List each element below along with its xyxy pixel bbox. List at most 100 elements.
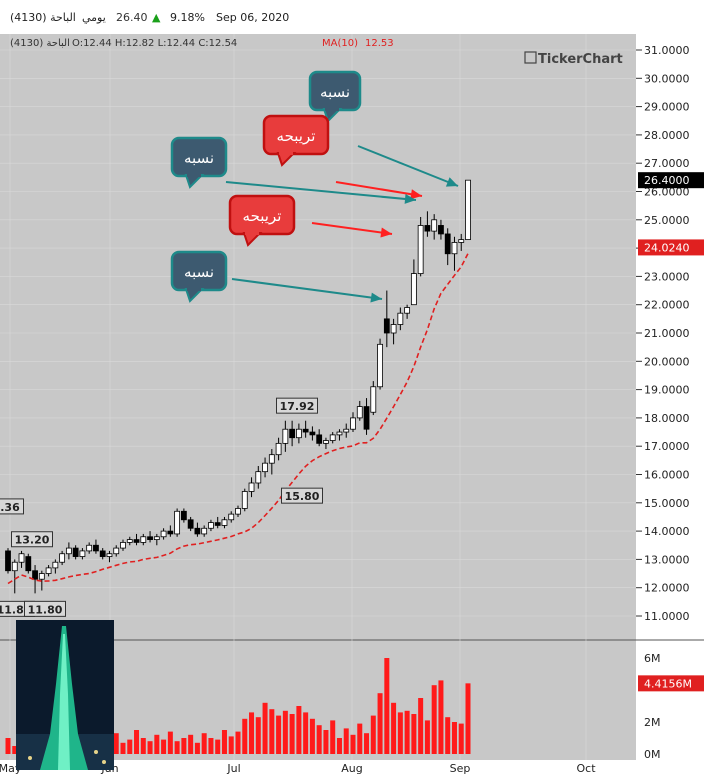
legend-ma-value: 12.53 [365,38,394,49]
callout-bubble-label: نسبه [184,149,214,167]
candle-body [417,225,424,274]
annotation-box [281,487,323,504]
volume-bar [127,739,133,754]
candle-body [377,343,383,388]
candle-body [424,225,431,232]
callout-arrow-head [445,177,458,187]
volume-bar [276,715,282,754]
candle-body [431,219,438,232]
candle-body [65,547,72,555]
x-tick-label: Jul [226,762,240,775]
header-date: Sep 06, 2020 [216,11,290,24]
price-axis-panel [636,34,704,776]
candle-body [228,513,235,521]
volume-bar [269,709,275,754]
y-tick-label: 23.0000 [644,270,690,283]
callout-bubble-tail-cover [245,231,259,235]
y-tick-label: 19.0000 [644,384,690,397]
legend-ohlc: O:12.44 H:12.82 L:12.44 C:12.54 [72,38,237,49]
callout-arrow-line [357,145,459,187]
volume-bar [5,738,11,754]
volume-tick-label: 0M [644,748,661,761]
volume-bar [377,693,383,754]
candle-body [93,544,99,552]
y-tick-label: 16.0000 [644,469,690,482]
volume-bar [249,712,255,754]
volume-bar [167,731,173,754]
volume-bar [255,717,261,754]
candle-body [268,454,275,464]
candle-body [194,527,201,535]
legend-ma: MA(10) [322,38,358,49]
candle-body [336,431,343,436]
volume-bar [316,725,322,754]
volume-bar [296,706,302,754]
candle-body [444,233,451,255]
y-tick-label: 28.0000 [644,129,690,142]
candle-body [248,482,255,492]
volume-bar [303,712,309,754]
volume-bar [309,718,315,754]
y-tick-label: 27.0000 [644,157,690,170]
candle-body [316,434,323,444]
callout-bubble: نسبه [170,136,228,189]
annotation-label: 15.80 [285,490,320,503]
candle-body [241,491,248,509]
callout-bubble-tail-cover [325,107,339,111]
candle-body [390,324,397,334]
candle-body [113,547,120,555]
volume-bar [289,714,295,754]
callout-bubble-label: تريبحه [277,127,316,145]
callout-bubble-tail-cover [187,287,201,291]
callout-arrow-head [380,227,392,238]
candle-body [140,536,147,543]
volume-bar [113,733,119,754]
candle-body [106,553,113,557]
candle-body [214,522,221,526]
y-tick-label: 30.0000 [644,72,690,85]
callout-bubble-label: نسبه [320,83,350,101]
x-tick-label: Oct [576,762,596,775]
y-tick-label: 15.0000 [644,497,690,510]
y-tick-label: 25.0000 [644,214,690,227]
annotation-box [11,531,53,548]
callout-arrow-head [370,292,382,303]
annotation-label: .36 [0,501,20,514]
price-tags: 4.4156M 26.4000 24.0240 [638,172,704,692]
callout-arrow-line [231,278,383,300]
volume-bar [242,718,248,754]
candle-body [221,519,228,526]
ma-price-tag-box [638,239,704,256]
candle-body [180,510,187,521]
candle-body [59,553,66,563]
y-tick-label: 21.0000 [644,327,690,340]
volume-bar [208,738,214,754]
header-symbol: (4130) الباحة [10,11,76,24]
volume-bar [12,746,18,754]
y-tick-label: 17.0000 [644,440,690,453]
candle-body [451,242,458,255]
candle-body [201,527,208,535]
volume-tag-box [638,675,704,692]
y-tick-label: 22.0000 [644,299,690,312]
candle-body [99,550,106,557]
volume-bar [120,742,126,754]
candle-body [255,471,262,484]
callout-bubble: نسبه [308,70,362,123]
y-tick-label: 13.0000 [644,553,690,566]
callout-arrow-head [410,189,422,200]
volume-bar [181,738,187,754]
candle-body [289,428,296,439]
up-arrow-icon: ▲ [152,11,161,24]
brand-watermark: TickerChart [538,52,623,67]
callout-arrow-line [335,181,423,197]
price-chart[interactable]: 31.0000 30.0000 29.0000 28.0000 27.0000 26.00… [0,34,704,776]
volume-tick-label: 2M [644,716,661,729]
candle-body [187,519,194,529]
candle-body [282,428,289,444]
callout-bubble-box [228,194,296,236]
callout-bubble-tail-cover [187,173,201,177]
header-period[interactable]: يومي [82,11,106,24]
candle-body [120,542,126,549]
